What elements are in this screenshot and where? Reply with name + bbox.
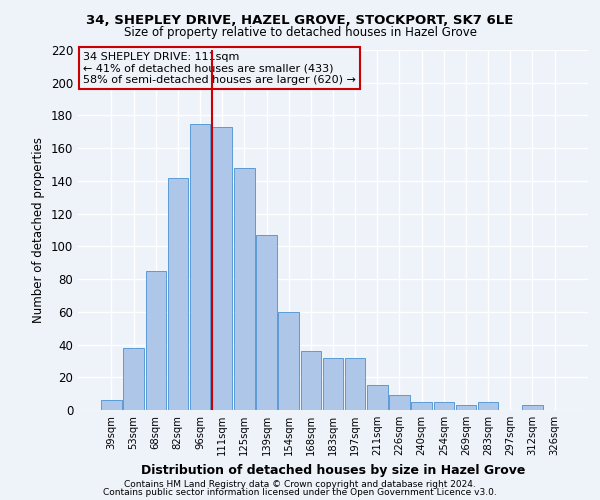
Bar [412,402,432,410]
Bar [256,235,277,410]
Bar [345,358,365,410]
Bar [190,124,210,410]
Text: Contains public sector information licensed under the Open Government Licence v3: Contains public sector information licen… [103,488,497,497]
Bar [124,348,144,410]
Bar [278,312,299,410]
Bar [146,271,166,410]
Bar [234,168,254,410]
Bar [389,396,410,410]
Text: Contains HM Land Registry data © Crown copyright and database right 2024.: Contains HM Land Registry data © Crown c… [124,480,476,489]
Bar [478,402,499,410]
Text: 34 SHEPLEY DRIVE: 111sqm
← 41% of detached houses are smaller (433)
58% of semi-: 34 SHEPLEY DRIVE: 111sqm ← 41% of detach… [83,52,356,85]
Text: Size of property relative to detached houses in Hazel Grove: Size of property relative to detached ho… [124,26,476,39]
X-axis label: Distribution of detached houses by size in Hazel Grove: Distribution of detached houses by size … [141,464,525,476]
Bar [101,400,122,410]
Bar [301,351,321,410]
Bar [367,386,388,410]
Y-axis label: Number of detached properties: Number of detached properties [32,137,45,323]
Bar [456,405,476,410]
Text: 34, SHEPLEY DRIVE, HAZEL GROVE, STOCKPORT, SK7 6LE: 34, SHEPLEY DRIVE, HAZEL GROVE, STOCKPOR… [86,14,514,28]
Bar [212,127,232,410]
Bar [167,178,188,410]
Bar [522,405,542,410]
Bar [323,358,343,410]
Bar [434,402,454,410]
